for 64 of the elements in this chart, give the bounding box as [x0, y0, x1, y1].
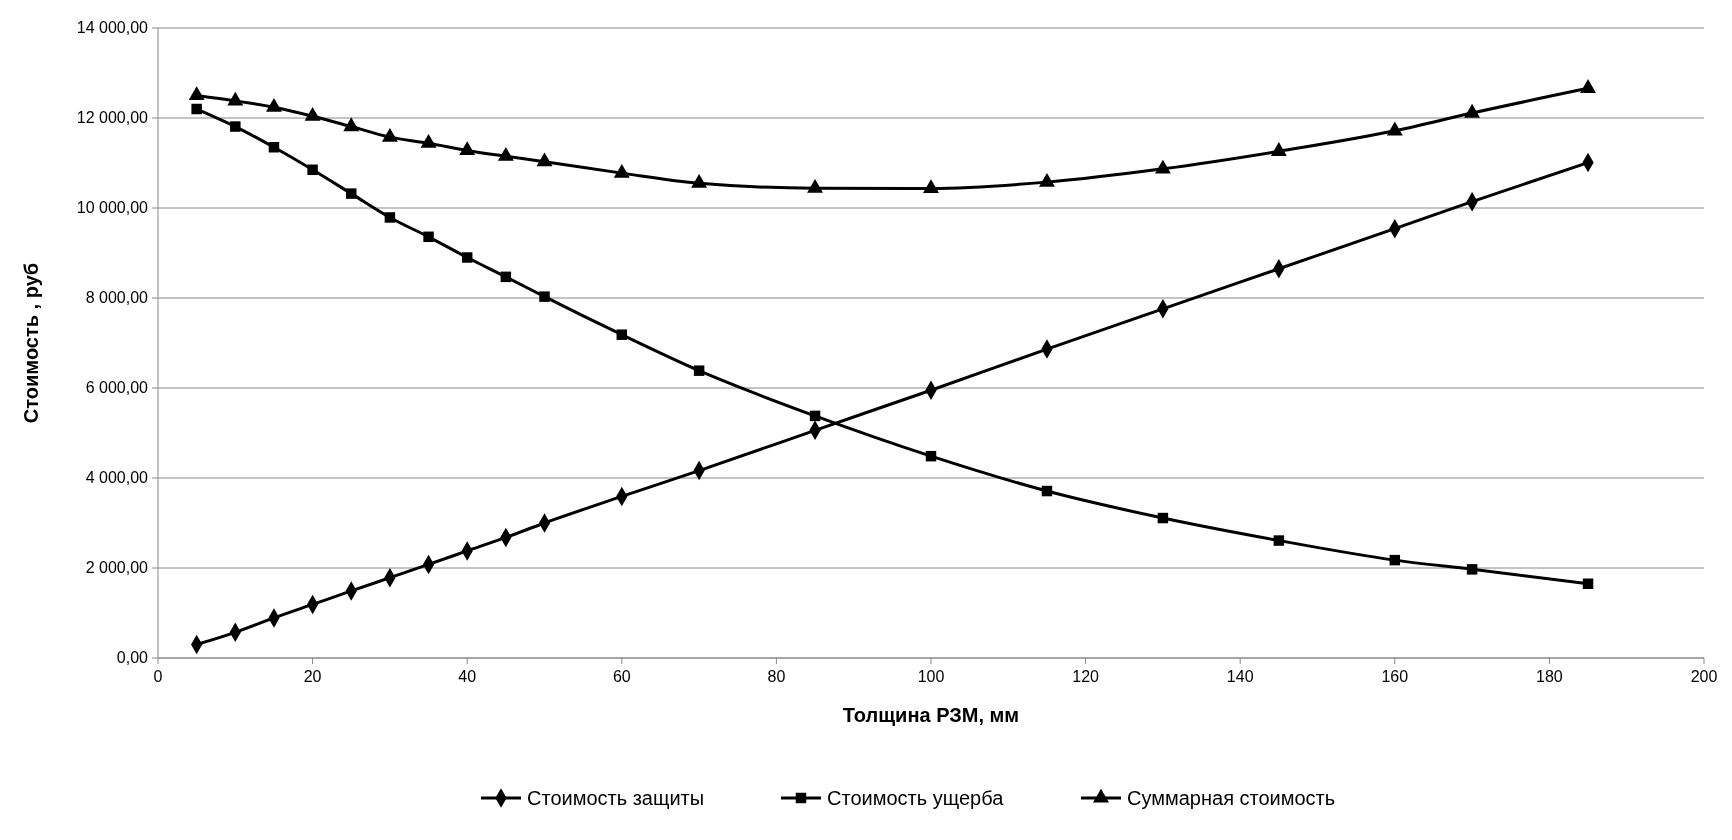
legend-label: Стоимость защиты [527, 787, 705, 809]
x-tick-label: 60 [612, 668, 631, 685]
y-axis-title: Стоимость , руб [20, 262, 42, 424]
point [343, 117, 360, 132]
point [809, 410, 821, 422]
x-tick-label: 100 [917, 668, 945, 685]
y-tick-label: 12 000,00 [76, 109, 149, 126]
point [1464, 103, 1481, 118]
point [1041, 485, 1053, 497]
point [420, 134, 437, 148]
point [613, 163, 630, 178]
point [346, 188, 357, 199]
point [461, 252, 473, 263]
point [1389, 554, 1401, 566]
x-tick-label: 200 [1690, 668, 1718, 685]
x-tick-label: 0 [153, 668, 163, 685]
point [616, 329, 628, 340]
point [923, 179, 939, 194]
point [307, 164, 318, 175]
point [693, 365, 705, 376]
y-tick-label: 14 000,00 [76, 19, 149, 36]
point [1580, 79, 1597, 93]
point [1466, 564, 1478, 575]
point [381, 127, 398, 142]
point [1157, 512, 1169, 524]
point [304, 107, 321, 121]
point [1154, 159, 1171, 174]
y-tick-label: 0,00 [116, 649, 149, 666]
x-tick-label: 140 [1226, 668, 1254, 685]
y-tick-label: 4 000,00 [85, 469, 149, 486]
point [191, 103, 202, 115]
x-axis-title: Толщина РЗМ, мм [842, 704, 1020, 726]
point [384, 212, 396, 223]
point [536, 152, 553, 167]
x-tick-label: 180 [1536, 668, 1563, 685]
x-tick-label: 40 [458, 668, 477, 685]
point [265, 98, 282, 112]
point [188, 86, 205, 101]
point [1270, 142, 1287, 156]
point [1582, 578, 1594, 589]
legend-label: Стоимость ущерба [827, 787, 1005, 809]
point [459, 141, 476, 155]
point [1273, 535, 1285, 546]
y-tick-label: 10 000,00 [76, 199, 149, 216]
point [500, 271, 512, 283]
legend-label: Суммарная стоимость [1127, 787, 1336, 809]
x-tick-label: 20 [303, 668, 322, 685]
point [227, 91, 244, 106]
point [925, 450, 937, 462]
point [691, 174, 708, 188]
x-tick-label: 120 [1072, 668, 1100, 685]
point [807, 179, 824, 193]
point [423, 231, 434, 243]
point [497, 147, 514, 161]
y-tick-label: 6 000,00 [85, 379, 149, 396]
y-tick-label: 2 000,00 [85, 559, 149, 576]
point [230, 121, 241, 132]
point [1038, 172, 1055, 187]
y-tick-label: 8 000,00 [85, 289, 149, 306]
point [539, 291, 550, 302]
x-tick-label: 80 [767, 668, 786, 685]
point [1386, 121, 1403, 136]
x-tick-label: 160 [1381, 668, 1409, 685]
point [268, 142, 280, 153]
